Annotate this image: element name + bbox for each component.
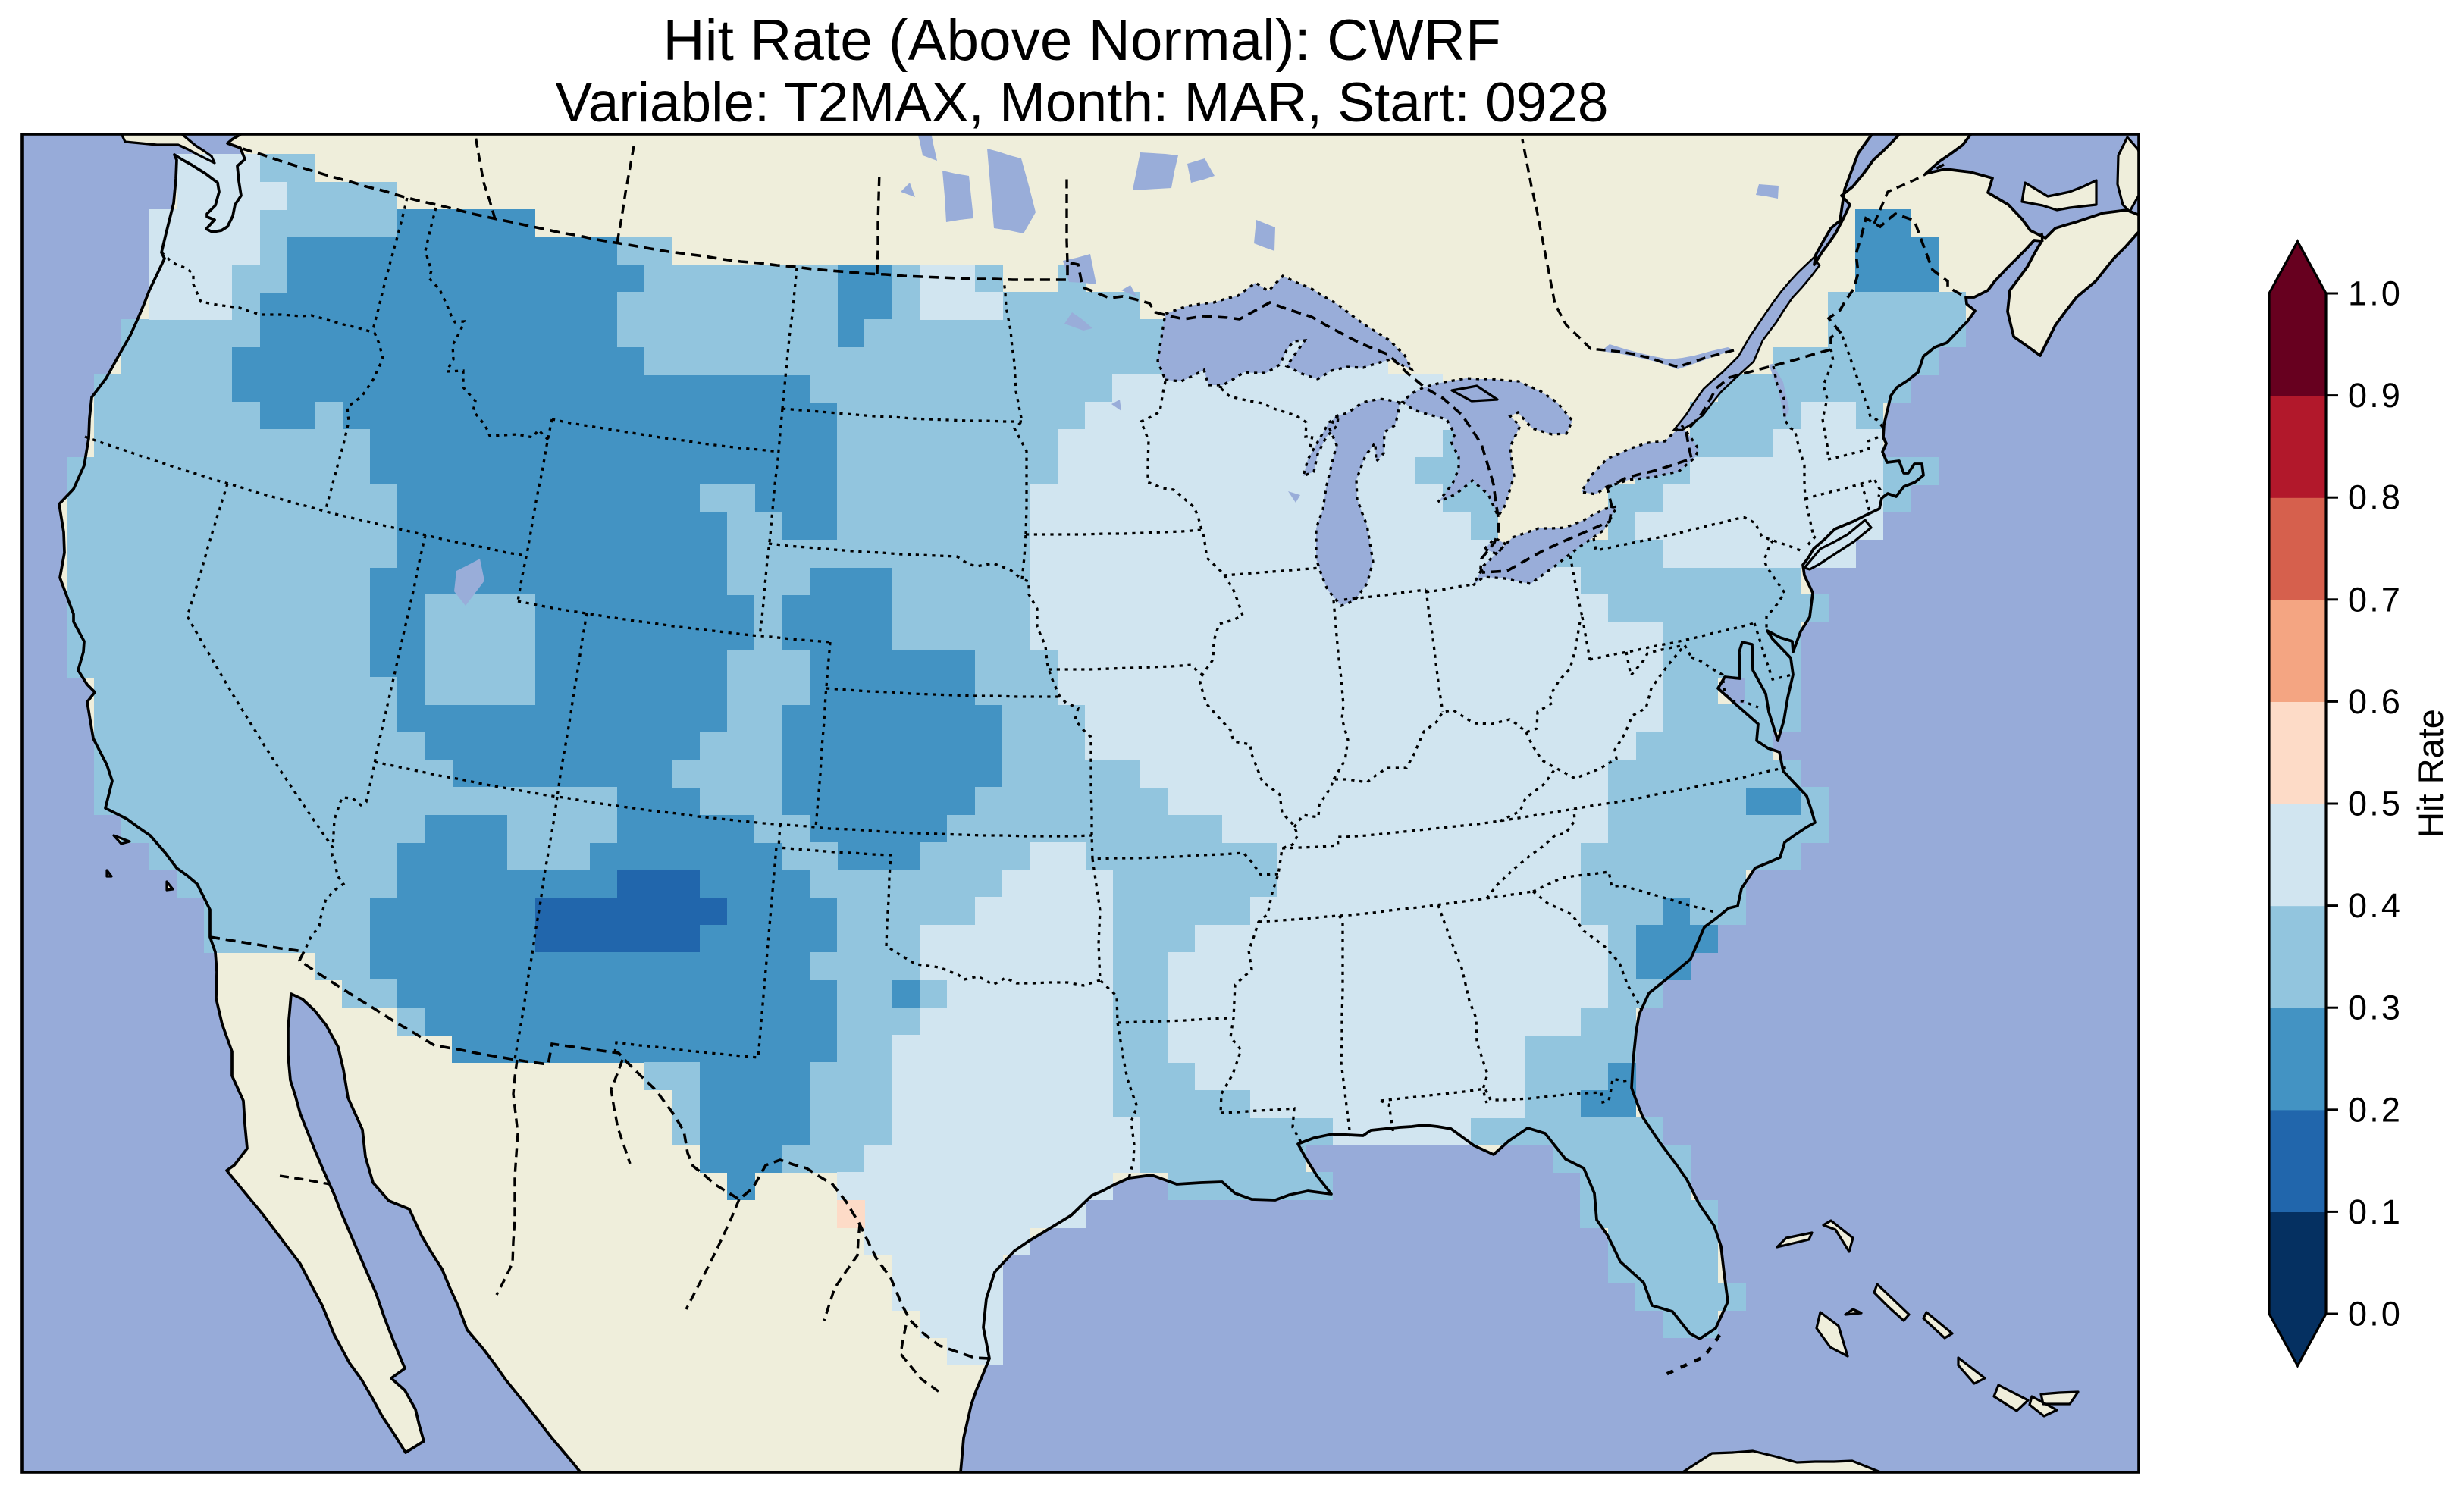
svg-text:0.5: 0.5 (2348, 785, 2403, 823)
svg-text:1.0: 1.0 (2348, 274, 2403, 313)
svg-text:0.0: 0.0 (2348, 1295, 2403, 1333)
svg-text:0.4: 0.4 (2348, 886, 2403, 925)
svg-text:0.9: 0.9 (2348, 376, 2403, 415)
svg-text:Hit Rate (Above Normal): CWRF: Hit Rate (Above Normal): CWRF (663, 8, 1500, 73)
svg-text:0.6: 0.6 (2348, 682, 2403, 721)
svg-text:0.7: 0.7 (2348, 580, 2403, 619)
svg-text:Hit Rate: Hit Rate (2410, 709, 2450, 838)
svg-text:0.2: 0.2 (2348, 1090, 2403, 1129)
svg-text:0.1: 0.1 (2348, 1192, 2403, 1231)
svg-text:Variable: T2MAX, Month: MAR, S: Variable: T2MAX, Month: MAR, Start: 0928 (556, 72, 1609, 133)
svg-text:0.3: 0.3 (2348, 989, 2403, 1027)
svg-text:0.8: 0.8 (2348, 478, 2403, 517)
